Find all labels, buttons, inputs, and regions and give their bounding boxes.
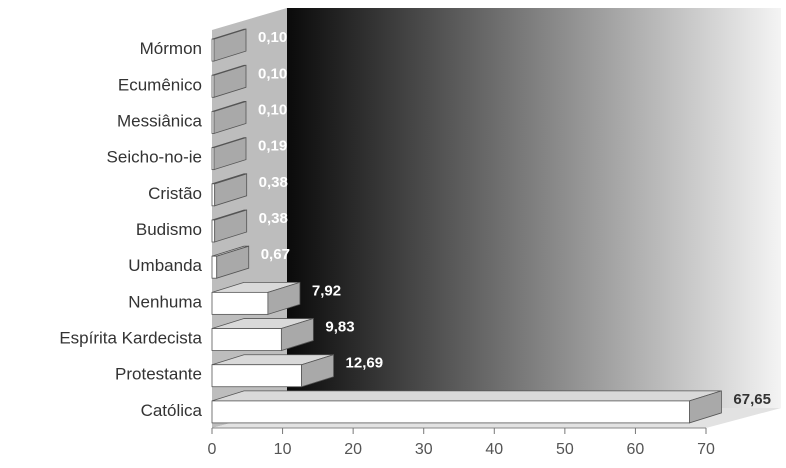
value-label: 0,38 bbox=[259, 210, 288, 227]
bar-side-face bbox=[213, 28, 247, 62]
bar-side-face bbox=[214, 209, 248, 243]
bar-side-face bbox=[214, 173, 248, 207]
bar-side-face bbox=[301, 354, 334, 388]
value-label: 12,69 bbox=[346, 355, 384, 372]
category-label: Messiânica bbox=[117, 111, 203, 130]
value-label: 0,19 bbox=[258, 138, 287, 155]
bar-side-face bbox=[689, 390, 722, 424]
x-tick-label: 0 bbox=[208, 441, 217, 458]
bar bbox=[211, 100, 247, 134]
bar bbox=[211, 173, 248, 207]
bar-front-face bbox=[211, 219, 216, 243]
value-label: 0,38 bbox=[259, 174, 288, 191]
x-tick-label: 30 bbox=[415, 441, 433, 458]
category-label: Protestante bbox=[115, 365, 202, 384]
category-label: Cristão bbox=[148, 184, 202, 203]
bar bbox=[211, 354, 334, 388]
category-label: Umbanda bbox=[128, 256, 202, 275]
bar-front-face bbox=[211, 183, 216, 207]
bar bbox=[211, 318, 314, 352]
value-label: 0,10 bbox=[258, 65, 287, 82]
bar-side-face bbox=[213, 137, 247, 171]
back-wall bbox=[287, 8, 781, 408]
x-tick-label: 60 bbox=[627, 441, 645, 458]
bar bbox=[211, 281, 301, 315]
bar-side-face bbox=[216, 245, 250, 279]
bar-top-face bbox=[211, 390, 722, 402]
bar bbox=[211, 28, 247, 62]
bar-side-face bbox=[213, 100, 247, 134]
bar bbox=[211, 245, 250, 279]
category-label: Mórmon bbox=[140, 39, 202, 58]
bar-front-face bbox=[211, 255, 218, 279]
value-label: 0,10 bbox=[258, 101, 287, 118]
value-label: 9,83 bbox=[325, 319, 354, 336]
bar bbox=[211, 209, 248, 243]
bar-front-face bbox=[211, 364, 302, 388]
value-label: 7,92 bbox=[312, 282, 341, 299]
category-label: Católica bbox=[141, 401, 203, 420]
bar-front-face bbox=[211, 328, 282, 351]
value-label: 0,10 bbox=[258, 29, 287, 46]
value-label: 67,65 bbox=[733, 391, 771, 408]
bar-front-face bbox=[211, 400, 690, 424]
bar bbox=[211, 64, 247, 98]
bar-side-face bbox=[267, 281, 301, 315]
x-tick-label: 10 bbox=[274, 441, 292, 458]
category-label: Espírita Kardecista bbox=[59, 329, 202, 348]
category-label: Seicho-no-ie bbox=[107, 148, 202, 167]
bar-side-face bbox=[280, 318, 314, 352]
category-label: Budismo bbox=[136, 220, 202, 239]
bar bbox=[211, 137, 247, 171]
x-tick-label: 20 bbox=[344, 441, 362, 458]
bar bbox=[211, 390, 722, 424]
category-label: Ecumênico bbox=[118, 75, 202, 94]
x-tick-label: 40 bbox=[485, 441, 503, 458]
value-label: 0,67 bbox=[261, 246, 290, 263]
category-label: Nenhuma bbox=[128, 292, 202, 311]
bar-side-face bbox=[213, 64, 247, 98]
x-tick-label: 50 bbox=[556, 441, 574, 458]
x-tick-label: 70 bbox=[697, 441, 715, 458]
bar-front-face bbox=[211, 291, 269, 315]
